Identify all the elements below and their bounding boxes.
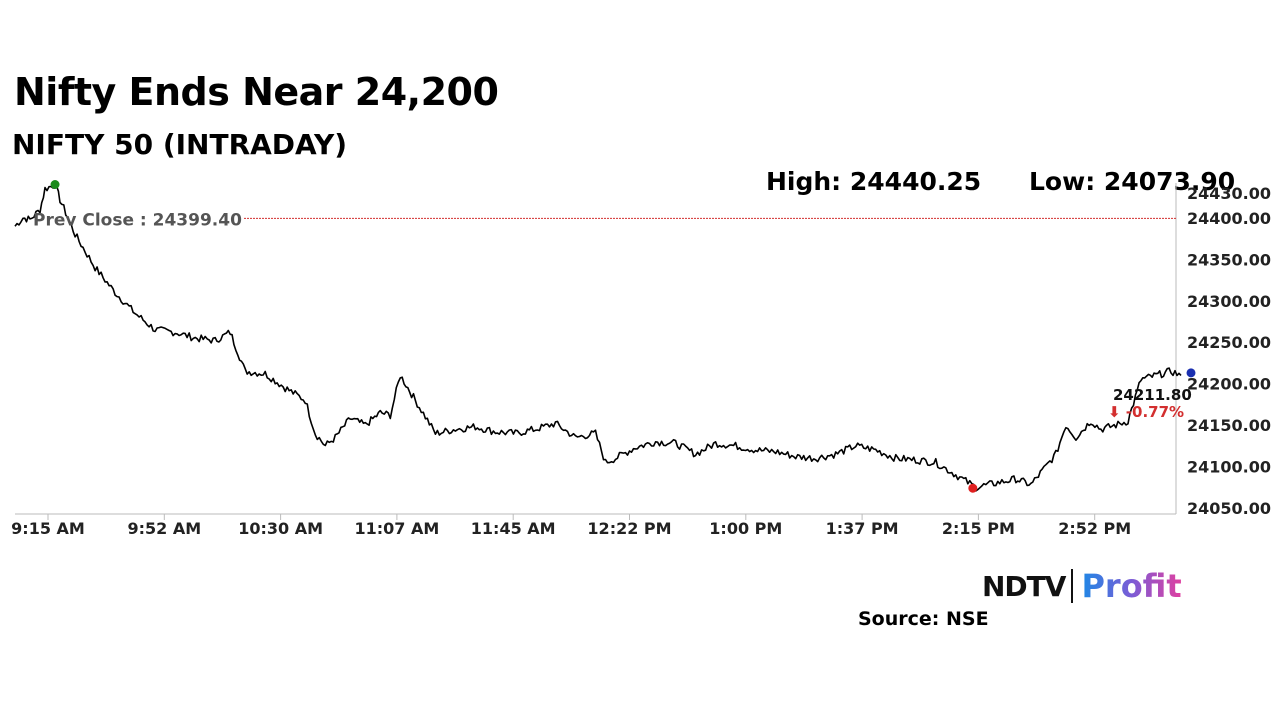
y-tick-label: 24430.00 xyxy=(1187,184,1271,203)
ndtv-profit-logo: NDTV Profit xyxy=(982,566,1182,606)
chart-subtitle: NIFTY 50 (INTRADAY) xyxy=(12,128,348,161)
low-marker xyxy=(968,483,978,493)
logo-ndtv-text: NDTV xyxy=(982,569,1066,603)
x-tick-label: 10:30 AM xyxy=(238,519,323,538)
last-price-label: 24211.80 xyxy=(1113,386,1192,404)
y-tick-label: 24350.00 xyxy=(1187,250,1271,269)
x-tick-label: 2:52 PM xyxy=(1058,519,1131,538)
x-tick-label: 1:00 PM xyxy=(709,519,782,538)
y-tick-label: 24150.00 xyxy=(1187,416,1271,435)
y-tick-label: 24400.00 xyxy=(1187,209,1271,228)
x-tick-label: 12:22 PM xyxy=(587,519,671,538)
source-note: Source: NSE xyxy=(858,608,989,630)
marker-layer xyxy=(50,180,1196,493)
prev-close-label: Prev Close : 24399.40 xyxy=(33,210,242,230)
x-tick-label: 9:15 AM xyxy=(11,519,85,538)
high-marker xyxy=(50,180,60,190)
y-tick-label: 24300.00 xyxy=(1187,292,1271,311)
x-tick-label: 2:15 PM xyxy=(942,519,1015,538)
change-percent-label: ⬇ -0.77% xyxy=(1108,403,1184,421)
x-tick-label: 11:07 AM xyxy=(354,519,439,538)
logo-divider xyxy=(1071,569,1074,603)
high-stat: High: 24440.25 xyxy=(766,167,982,196)
x-tick-label: 11:45 AM xyxy=(471,519,556,538)
price-line xyxy=(14,185,1182,492)
x-tick-label: 1:37 PM xyxy=(826,519,899,538)
axis-layer xyxy=(15,183,1177,520)
low-stat: Low: 24073.90 xyxy=(1029,167,1236,196)
price-line-layer xyxy=(14,185,1182,492)
y-tick-label: 24100.00 xyxy=(1187,458,1271,477)
y-tick-label: 24250.00 xyxy=(1187,333,1271,352)
last-price-marker xyxy=(1186,368,1196,378)
chart-title: Nifty Ends Near 24,200 xyxy=(14,70,499,114)
logo-profit-text: Profit xyxy=(1081,567,1182,605)
y-tick-label: 24200.00 xyxy=(1187,375,1271,394)
y-tick-label: 24050.00 xyxy=(1187,499,1271,518)
x-tick-label: 9:52 AM xyxy=(127,519,201,538)
label-layer: 24050.00 24100.00 24150.00 24200.00 24250.00… xyxy=(11,184,1271,538)
